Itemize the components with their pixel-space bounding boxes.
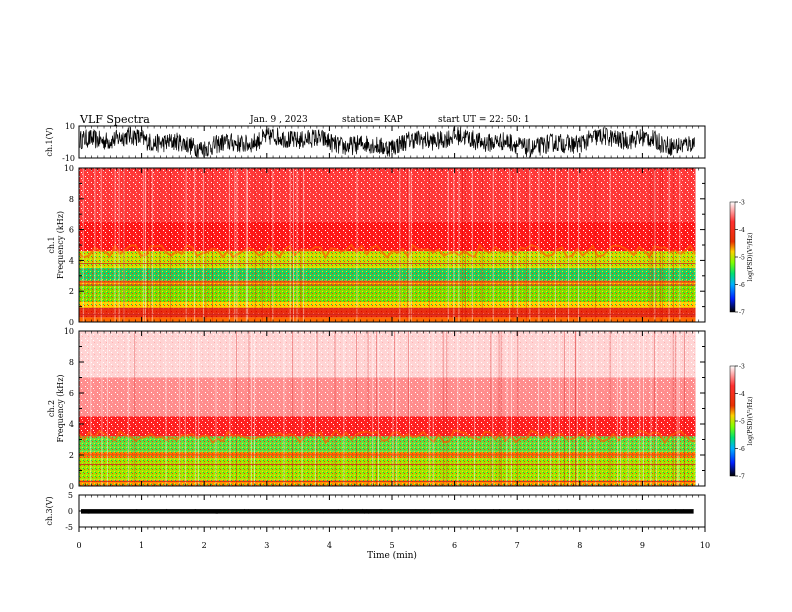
ch3-ytick-label: -5 xyxy=(65,523,73,532)
spectrogram-ytick-label: 4 xyxy=(69,420,74,429)
xtick-label: 9 xyxy=(640,541,645,550)
chart-title: VLF Spectra xyxy=(80,113,150,126)
spectrogram-ytick-label: 2 xyxy=(69,287,74,296)
spectrogram-texture xyxy=(79,331,696,378)
ch1-ylabel: ch.1(V) xyxy=(45,127,54,156)
xtick-label: 4 xyxy=(327,541,332,550)
spectrogram-ytick-label: 6 xyxy=(69,389,74,398)
colorbar-label: log(PSD)(V²/Hz) xyxy=(747,233,754,282)
spectrogram-texture xyxy=(79,416,696,437)
spectrogram-texture xyxy=(79,268,696,281)
spectrogram-ytick-label: 4 xyxy=(69,256,74,265)
spectrogram-ylabel-channel: ch.2 xyxy=(47,400,56,417)
ch1-ytick-label: 10 xyxy=(65,122,75,131)
colorbar xyxy=(729,201,736,313)
spectrogram-texture xyxy=(79,251,696,269)
spectrogram-band-edge xyxy=(78,428,696,445)
spectrogram-texture xyxy=(79,280,696,286)
colorbar-tick-label: -3 xyxy=(739,200,745,207)
station-label: station= KAP xyxy=(342,115,403,125)
xtick-label: 1 xyxy=(139,541,144,550)
spectrogram-ytick-label: 8 xyxy=(69,195,74,204)
ch3-waveform-line xyxy=(80,508,694,514)
colorbar-tick-label: -7 xyxy=(739,474,745,481)
xtick-label: 10 xyxy=(700,541,710,550)
colorbar-tick-label: -7 xyxy=(739,310,745,317)
spectrogram-band xyxy=(79,317,696,322)
spectrogram-texture xyxy=(79,458,696,480)
spectrogram-ytick-label: 2 xyxy=(69,451,74,460)
colorbar xyxy=(729,365,736,477)
spectrogram-empty-strip xyxy=(695,331,705,486)
spectrogram-ylabel-channel: ch.1 xyxy=(47,236,56,253)
spectrogram-ylabel-frequency: Frequency (kHz) xyxy=(56,374,65,442)
colorbar-tick-label: -6 xyxy=(739,282,745,289)
xtick-label: 3 xyxy=(264,541,269,550)
colorbar-tick-label: -3 xyxy=(739,364,745,371)
ch3-ylabel: ch.3(V) xyxy=(45,496,54,525)
spectrogram-texture xyxy=(79,436,696,452)
spectrogram-ylabel-frequency: Frequency (kHz) xyxy=(56,211,65,279)
colorbar-tick-label: -4 xyxy=(739,391,745,398)
colorbar-tick-label: -6 xyxy=(739,446,745,453)
colorbar-tick-label: -5 xyxy=(739,419,745,426)
x-axis-label: Time (min) xyxy=(367,550,417,561)
spectrogram-ytick-label: 8 xyxy=(69,358,74,367)
spectrogram-texture xyxy=(79,308,696,318)
spectrogram-texture xyxy=(79,285,696,302)
date-label: Jan. 9 , 2023 xyxy=(250,115,308,125)
spectrogram-empty-strip xyxy=(695,168,705,322)
ch3-ytick-label: 5 xyxy=(68,491,73,500)
colorbar-label: log(PSD)(V²/Hz) xyxy=(747,397,754,446)
spectrogram-texture xyxy=(79,377,696,417)
spectrogram-ytick-label: 0 xyxy=(69,482,74,491)
spectrogram-ytick-label: 10 xyxy=(64,327,74,336)
ch1-waveform-line xyxy=(79,126,695,158)
xtick-label: 2 xyxy=(202,541,207,550)
xtick-label: 7 xyxy=(515,541,520,550)
spectrogram-ytick-label: 0 xyxy=(69,318,74,327)
ch3-waveform-band xyxy=(81,509,694,514)
spectrogram-ytick-label: 6 xyxy=(69,226,74,235)
colorbar-tick-label: -5 xyxy=(739,255,745,262)
spectrogram-texture xyxy=(79,301,696,309)
colorbar-tick-label: -4 xyxy=(739,227,745,234)
xtick-label: 8 xyxy=(577,541,582,550)
spectrogram-texture xyxy=(79,221,696,252)
spectrogram-texture xyxy=(79,479,696,486)
ch3-ytick-label: 0 xyxy=(68,507,73,516)
spectrogram-band-edge xyxy=(78,243,697,260)
spectrogram-texture xyxy=(79,168,696,222)
xtick-label: 6 xyxy=(452,541,457,550)
xtick-label: 0 xyxy=(76,541,81,550)
ch1-ytick-label: -10 xyxy=(62,154,75,163)
xtick-label: 5 xyxy=(389,541,394,550)
start-time-label: start UT = 22: 50: 1 xyxy=(438,115,530,125)
spectrogram-ytick-label: 10 xyxy=(64,164,74,173)
